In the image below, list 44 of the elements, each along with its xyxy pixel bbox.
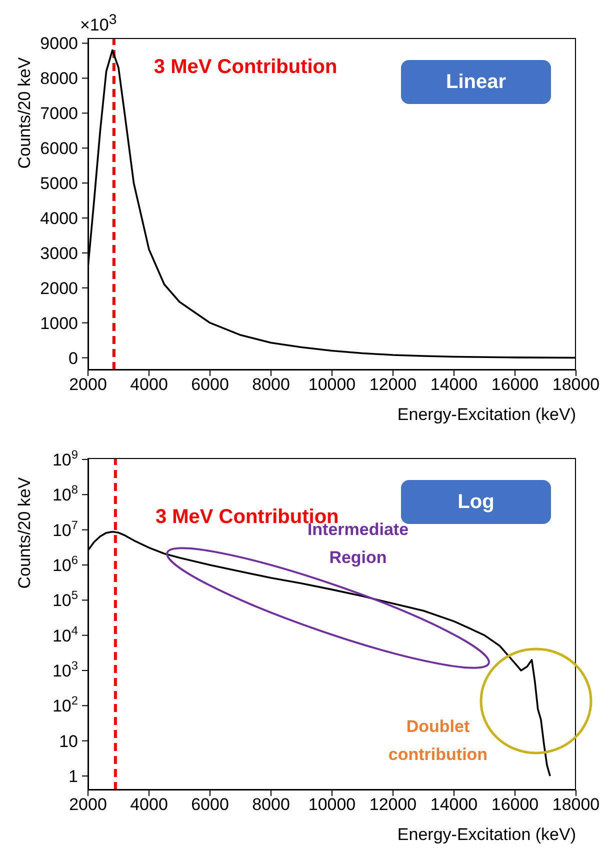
x-tick-label: 18000 xyxy=(552,375,600,394)
text: ×10$^{3}$ xyxy=(80,12,117,36)
y-tick-label: 10$^{2}$ xyxy=(52,694,78,716)
y-tick-label: 10$^{6}$ xyxy=(52,552,78,575)
annotation: Doublet contribution xyxy=(387,716,489,766)
y-tick-label: 9000 xyxy=(40,34,78,54)
y-tick-label: 5000 xyxy=(40,174,78,194)
annotation: Log xyxy=(458,490,494,512)
y-tick-label: 1 xyxy=(68,767,78,786)
x-tick-label: 12000 xyxy=(369,375,417,394)
x-tick-label: 14000 xyxy=(430,375,478,394)
x-tick-label: 6000 xyxy=(191,375,229,394)
x-tick-label: 8000 xyxy=(252,795,290,814)
y-tick-label: 6000 xyxy=(40,139,78,158)
x-tick-label: 8000 xyxy=(252,375,290,394)
x-tick-label: 16000 xyxy=(491,375,539,394)
x-tick-label: 14000 xyxy=(430,795,478,814)
y-tick-label: 10$^{3}$ xyxy=(52,658,78,680)
x-tick-label: 6000 xyxy=(191,795,229,814)
x-tick-label: 4000 xyxy=(130,795,168,814)
x-tick-label: 4000 xyxy=(130,375,168,394)
y-tick-label: 2000 xyxy=(40,278,78,298)
y-tick-label: 10 xyxy=(59,732,78,751)
y-tick-label: 0 xyxy=(68,348,78,368)
y-axis-title: Counts/20 keV xyxy=(15,476,34,589)
x-axis-title: Energy-Excitation (keV) xyxy=(397,405,576,424)
y-tick-label: 1000 xyxy=(40,314,78,333)
y-tick-label: 10$^{4}$ xyxy=(52,623,78,646)
y-tick-label: 4000 xyxy=(40,208,78,228)
y-tick-label: 7000 xyxy=(40,104,78,124)
y-tick-label: 10$^{9}$ xyxy=(52,447,78,470)
y-tick-label: 8000 xyxy=(40,69,78,88)
y-tick-label: 10$^{5}$ xyxy=(52,588,78,610)
y-tick-label: 10$^{7}$ xyxy=(52,518,78,540)
x-tick-label: 12000 xyxy=(369,795,417,814)
y-tick-label: 3000 xyxy=(40,244,78,263)
x-tick-label: 10000 xyxy=(308,375,356,394)
x-tick-label: 16000 xyxy=(491,795,539,814)
y-axis-title: Counts/20 keV xyxy=(15,56,34,169)
x-axis-title: Energy-Excitation (keV) xyxy=(397,825,576,844)
x-tick-label: 10000 xyxy=(308,795,356,814)
y-tick-label: 10$^{8}$ xyxy=(52,482,78,505)
x-tick-label: 18000 xyxy=(552,795,600,814)
ref-line-label: 3 MeV Contribution xyxy=(154,56,338,78)
